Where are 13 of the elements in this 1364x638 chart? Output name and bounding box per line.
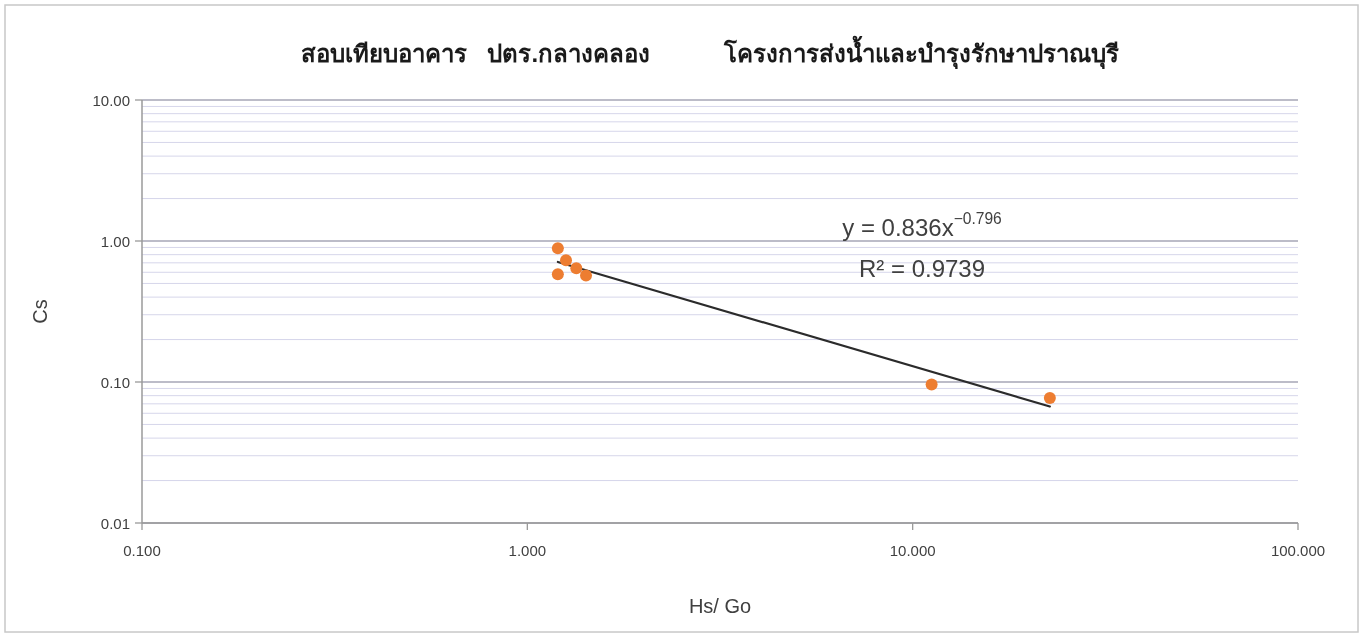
ytick-label: 0.10 xyxy=(100,373,130,391)
title: สอบเทียบอาคาร ปตร.กลางคลอง โครงการส่งน้ำและบำรุงรักษาปราณบุรี xyxy=(299,28,1121,80)
ytick-label: 0.01 xyxy=(100,514,130,532)
xtick-label: 1.000 xyxy=(508,542,547,559)
xtick-label: 10.000 xyxy=(889,542,936,559)
annotation: R² = 0.9739 xyxy=(858,254,986,282)
annotation: y = 0.836x$^{−0.796}$ xyxy=(842,210,1002,241)
ytick-label: 10.00 xyxy=(92,91,130,109)
ytick-label: 1.00 xyxy=(100,232,130,250)
xtick-label: 100.000 xyxy=(1270,542,1326,559)
xtick-label: 0.100 xyxy=(123,542,161,559)
xlabel: Hs/ Go xyxy=(688,595,752,617)
ylabel: Cs xyxy=(29,299,51,324)
